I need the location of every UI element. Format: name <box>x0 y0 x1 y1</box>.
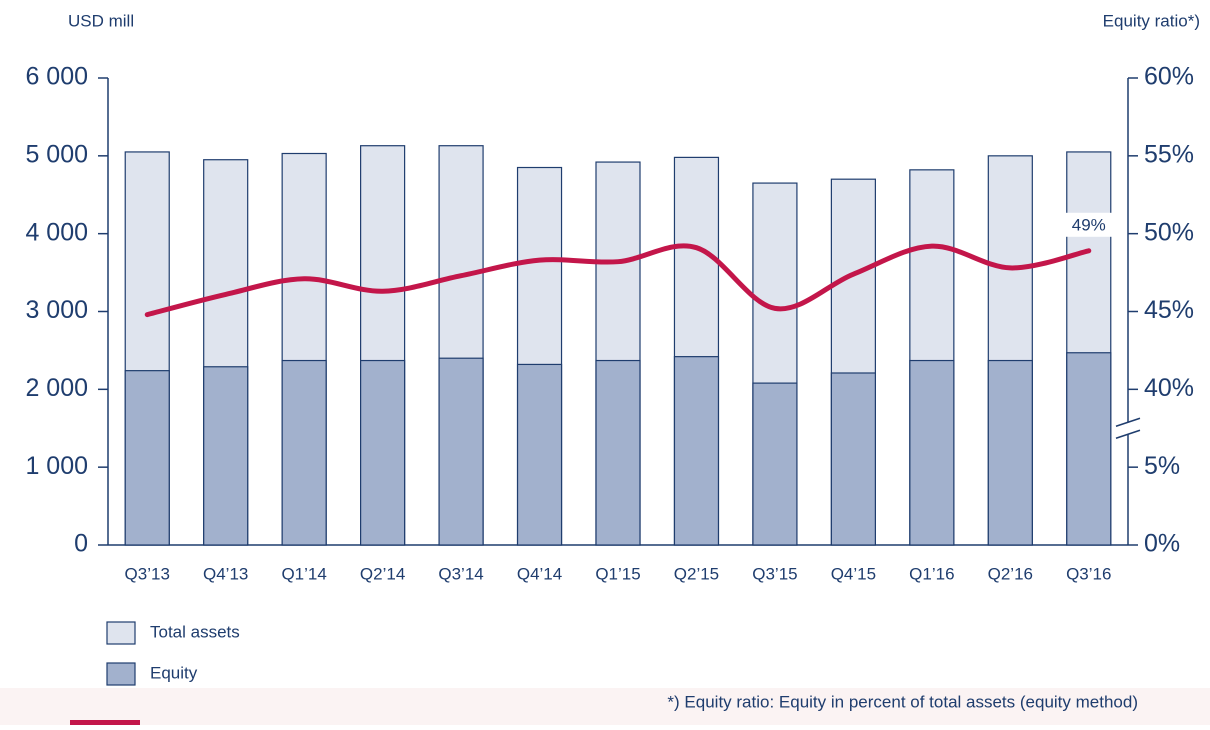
x-tick-label: Q3’15 <box>752 564 797 583</box>
axis-break <box>1115 417 1141 427</box>
y2-axis-label: Equity ratio*) <box>1103 11 1200 30</box>
x-tick-label: Q3’14 <box>438 564 483 583</box>
footer-band <box>0 688 1210 725</box>
x-tick-label: Q4’14 <box>517 564 562 583</box>
y-tick-label: 2 000 <box>25 374 88 402</box>
legend-label: Equity <box>150 663 198 682</box>
y2-tick-label: 5% <box>1144 452 1180 480</box>
y2-tick-label: 60% <box>1144 63 1194 91</box>
footnote: *) Equity ratio: Equity in percent of to… <box>667 692 1138 711</box>
y-tick-label: 4 000 <box>25 218 88 246</box>
x-tick-label: Q3’13 <box>125 564 170 583</box>
value-label-bg <box>1064 212 1113 237</box>
x-tick-label: Q4’13 <box>203 564 248 583</box>
x-tick-label: Q3’16 <box>1066 564 1111 583</box>
y-tick-label: 0 <box>74 530 88 558</box>
x-tick-label: Q2’14 <box>360 564 405 583</box>
legend-swatch <box>106 662 136 686</box>
axis-break <box>1115 429 1141 439</box>
x-tick-label: Q1’15 <box>595 564 640 583</box>
x-tick-label: Q4’15 <box>831 564 876 583</box>
bar <box>438 357 484 546</box>
line <box>144 243 1092 318</box>
legend-label: Total assets <box>150 622 240 641</box>
y2-tick-label: 45% <box>1144 296 1194 324</box>
y-axis-label: USD mill <box>68 11 134 30</box>
y-tick-label: 1 000 <box>25 452 88 480</box>
y2-tick-label: 0% <box>1144 530 1180 558</box>
legend-swatch <box>106 621 136 645</box>
value-label: 49% <box>1072 215 1106 234</box>
x-tick-label: Q1’16 <box>909 564 954 583</box>
bar <box>909 359 955 546</box>
bar <box>124 370 170 546</box>
x-tick-label: Q1’14 <box>281 564 326 583</box>
bar <box>516 363 563 546</box>
y2-tick-label: 50% <box>1144 218 1194 246</box>
y2-tick-label: 55% <box>1144 140 1194 168</box>
bar <box>281 359 327 546</box>
x-tick-label: Q2’15 <box>674 564 719 583</box>
bar <box>595 359 641 546</box>
y-tick-label: 6 000 <box>25 63 88 91</box>
bar <box>673 356 720 546</box>
bar <box>203 366 249 546</box>
x-tick-label: Q2’16 <box>988 564 1033 583</box>
bar <box>752 382 798 546</box>
y-tick-label: 5 000 <box>25 140 88 168</box>
y2-tick-label: 40% <box>1144 374 1194 402</box>
bar <box>830 372 876 546</box>
bar <box>360 359 406 546</box>
y-tick-label: 3 000 <box>25 296 88 324</box>
bar <box>987 359 1033 546</box>
bar <box>1066 352 1112 546</box>
